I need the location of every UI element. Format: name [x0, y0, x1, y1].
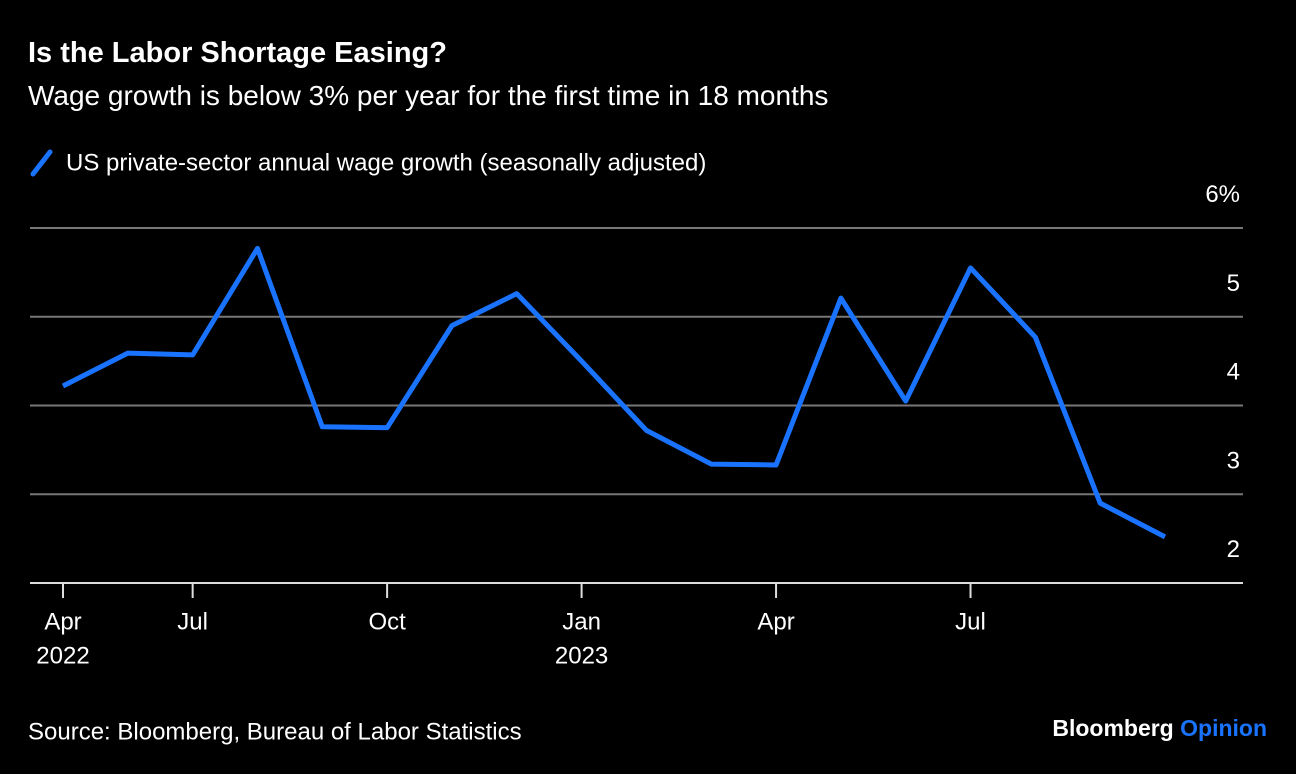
x-tick-label: Apr	[44, 608, 81, 635]
legend-label: US private-sector annual wage growth (se…	[66, 149, 706, 176]
brand: Bloomberg Opinion	[1052, 715, 1267, 741]
x-tick-label: Jul	[955, 608, 986, 635]
x-tick-label: Jan	[562, 608, 601, 635]
y-tick-label: 3	[1227, 447, 1240, 474]
data-line	[61, 245, 1167, 540]
x-tick-label: Apr	[757, 608, 794, 635]
y-tick-label: 6%	[1205, 181, 1240, 208]
legend-swatch	[30, 149, 53, 177]
y-tick-label: 4	[1227, 359, 1240, 386]
brand-name: Bloomberg	[1052, 715, 1173, 741]
chart-subtitle: Wage growth is below 3% per year for the…	[28, 80, 828, 111]
source: Source: Bloomberg, Bureau of Labor Stati…	[28, 718, 522, 745]
x-tick-label: Jul	[177, 608, 208, 635]
x-tick-year: 2022	[36, 642, 89, 669]
chart-title: Is the Labor Shortage Easing?	[28, 37, 447, 69]
y-tick-label: 2	[1227, 536, 1240, 563]
y-tick-label: 5	[1227, 270, 1240, 297]
brand-suffix: Opinion	[1180, 715, 1267, 741]
x-tick-year: 2023	[555, 642, 608, 669]
x-tick-label: Oct	[368, 608, 406, 635]
